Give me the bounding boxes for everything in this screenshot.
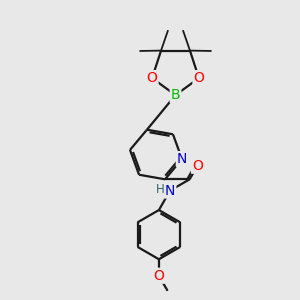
Text: O: O [154,269,164,283]
Text: O: O [192,159,203,173]
Text: B: B [171,88,180,102]
Text: O: O [194,71,204,85]
Text: N: N [165,184,175,198]
Text: N: N [177,152,187,166]
Text: O: O [147,71,158,85]
Text: H: H [156,183,165,196]
